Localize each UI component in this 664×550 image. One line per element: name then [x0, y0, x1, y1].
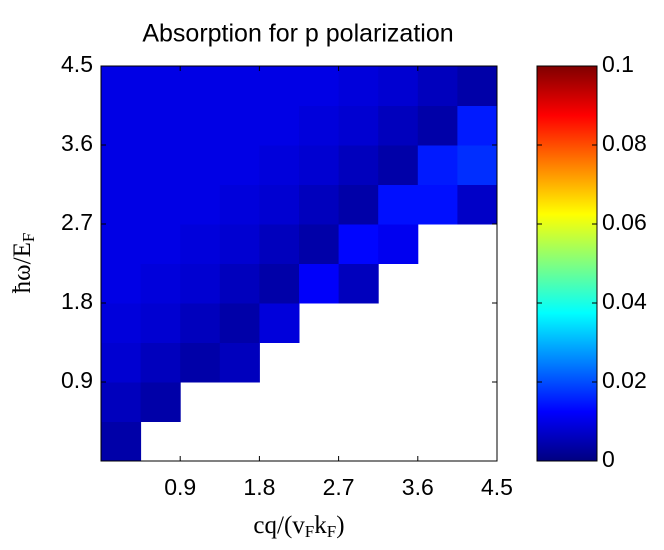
plot-frame	[100, 65, 498, 462]
heat-cell	[219, 184, 260, 225]
heat-cell	[378, 184, 419, 225]
heat-cell	[338, 224, 379, 264]
heat-cell	[219, 263, 260, 304]
heat-cell	[180, 263, 221, 304]
heat-cell	[259, 303, 300, 343]
y-tick-label: 2.7	[61, 209, 93, 235]
heat-cell	[101, 145, 142, 185]
heat-cell	[299, 184, 340, 225]
heat-cell	[140, 145, 181, 185]
heat-cell	[259, 145, 300, 185]
heat-cell	[101, 263, 142, 304]
heat-cell	[259, 184, 300, 225]
x-tick-label: 1.8	[243, 474, 275, 500]
heat-cell	[140, 342, 181, 383]
heat-cell	[299, 66, 340, 106]
heat-cell	[259, 66, 300, 106]
y-tick-label: 1.8	[61, 288, 93, 314]
heat-cell	[219, 66, 260, 106]
chart-title: Absorption for p polarization	[142, 20, 453, 48]
heat-cell	[299, 105, 340, 146]
heat-cell	[140, 303, 181, 343]
x-axis-label: cq/(vFkF)	[253, 512, 344, 541]
y-axis-label: ħω/EF	[9, 233, 38, 294]
heat-cell	[338, 105, 379, 146]
heat-cell	[457, 145, 498, 185]
heat-cell	[338, 184, 379, 225]
heat-cell	[140, 105, 181, 146]
heat-cell	[180, 342, 221, 383]
y-label-sub: F	[19, 233, 38, 242]
x-label-part: k	[314, 512, 327, 539]
heat-cell	[338, 145, 379, 185]
heat-cell	[417, 184, 458, 225]
y-label-part: ħω/E	[9, 242, 36, 293]
x-tick-label: 3.6	[402, 474, 434, 500]
heat-cell	[378, 145, 419, 185]
heat-cell	[180, 224, 221, 264]
heat-cell	[101, 342, 142, 383]
heat-cell	[219, 342, 260, 383]
heat-cell	[219, 224, 260, 264]
y-tick-label: 0.9	[61, 367, 93, 393]
heatmap	[101, 66, 498, 462]
heat-cell	[417, 66, 458, 106]
heat-cell	[101, 66, 142, 106]
heat-cell	[299, 224, 340, 264]
heat-cell	[101, 184, 142, 225]
heat-cell	[180, 66, 221, 106]
heat-cell	[180, 145, 221, 185]
heat-cell	[378, 66, 419, 106]
heat-cell	[101, 224, 142, 264]
colorbar-tick-label: 0.04	[602, 288, 647, 314]
heat-cell	[180, 184, 221, 225]
heat-cell	[180, 105, 221, 146]
heat-cell	[101, 421, 142, 462]
heat-cell	[378, 224, 419, 264]
x-label-sub: F	[305, 522, 314, 541]
heat-cell	[140, 184, 181, 225]
x-tick-label: 0.9	[164, 474, 196, 500]
heat-cell	[417, 105, 458, 146]
heat-cell	[259, 224, 300, 264]
y-tick-label: 4.5	[61, 51, 93, 77]
heat-cell	[219, 105, 260, 146]
heat-cell	[299, 145, 340, 185]
heat-cell	[180, 303, 221, 343]
x-tick-label: 2.7	[323, 474, 355, 500]
colorbar	[536, 65, 598, 462]
heat-cell	[101, 105, 142, 146]
heat-cell	[140, 224, 181, 264]
heat-cell	[378, 105, 419, 146]
heat-cell	[338, 66, 379, 106]
heat-cell	[219, 303, 260, 343]
x-label-part: )	[336, 512, 344, 539]
heat-cell	[101, 303, 142, 343]
x-tick-label: 4.5	[481, 474, 513, 500]
heat-cell	[140, 66, 181, 106]
x-label-sub: F	[327, 522, 336, 541]
heat-cell	[299, 263, 340, 304]
heat-cell	[259, 105, 300, 146]
colorbar-tick-label: 0.1	[602, 51, 634, 77]
heat-cell	[457, 184, 498, 225]
heat-cell	[140, 263, 181, 304]
heat-cell	[259, 263, 300, 304]
colorbar-tick-label: 0	[602, 446, 615, 472]
heat-cell	[338, 263, 379, 304]
y-tick-label: 3.6	[61, 130, 93, 156]
colorbar-tick-label: 0.02	[602, 367, 647, 393]
heat-cell	[457, 105, 498, 146]
heat-cell	[457, 66, 498, 106]
x-label-part: cq/(v	[253, 512, 305, 539]
heat-cell	[140, 382, 181, 422]
colorbar-tick-label: 0.08	[602, 130, 647, 156]
colorbar-tick-label: 0.06	[602, 209, 647, 235]
heat-cell	[219, 145, 260, 185]
heat-cell	[101, 382, 142, 422]
heat-cell	[417, 145, 458, 185]
